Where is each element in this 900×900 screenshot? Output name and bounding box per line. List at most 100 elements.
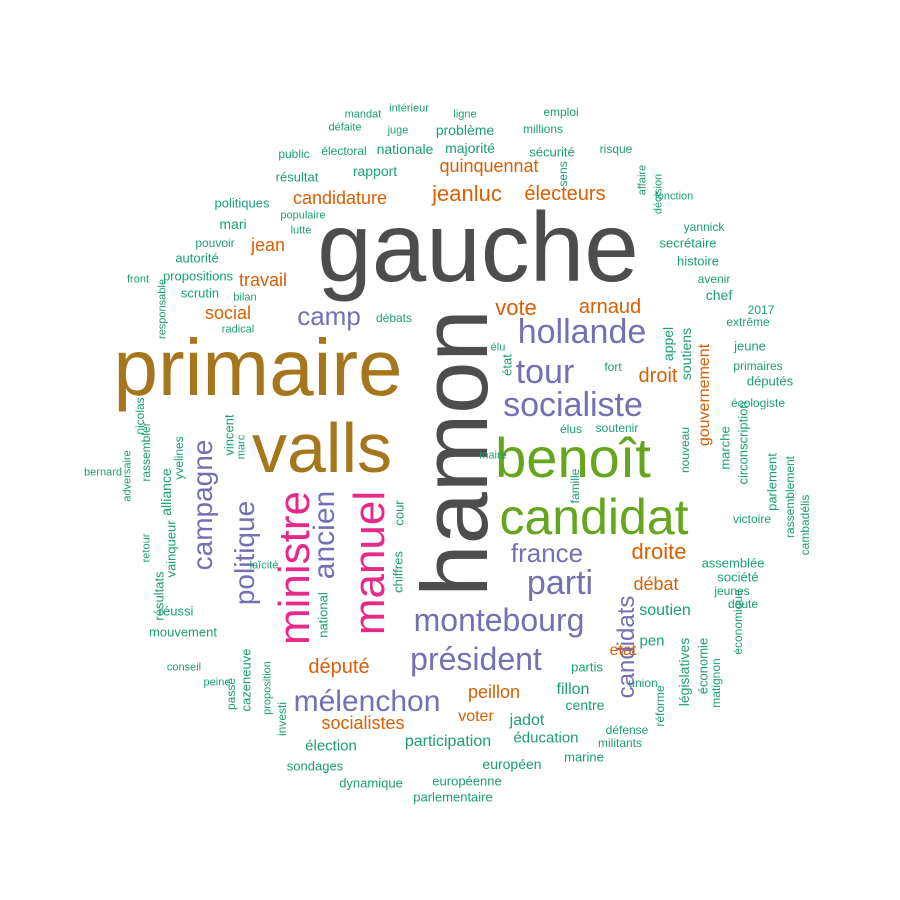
word-education: éducation: [513, 729, 579, 747]
word-president: président: [410, 641, 542, 677]
word-parlementaire: parlementaire: [413, 789, 493, 805]
word-union: union: [628, 676, 658, 690]
word-bilan: bilan: [233, 291, 257, 304]
word-secretaire: secrétaire: [659, 235, 717, 251]
word-cambadelis: cambadélis: [798, 494, 812, 556]
word-alliance: alliance: [158, 468, 174, 516]
word-dynamique: dynamique: [339, 775, 403, 791]
word-fort: fort: [604, 360, 622, 374]
word-jeunes: jeunes: [714, 584, 750, 598]
word-affaire: affaire: [636, 164, 649, 196]
word-electoral: électoral: [321, 144, 367, 158]
word-valls: valls: [251, 409, 393, 487]
word-millions: millions: [522, 122, 564, 136]
word-mandat: mandat: [344, 108, 382, 121]
word-partis: partis: [571, 659, 603, 675]
word-peine: peine: [203, 676, 231, 689]
word-conseil: conseil: [166, 661, 202, 674]
word-europeenne: européenne: [432, 773, 502, 789]
word-proposition: proposition: [261, 661, 274, 715]
word-voter: voter: [458, 708, 494, 725]
word-manuel: manuel: [345, 490, 394, 636]
word-defense: défense: [605, 723, 649, 737]
word-socialistes: socialistes: [321, 713, 405, 733]
word-militants: militants: [597, 736, 643, 750]
word-yannick: yannick: [683, 220, 725, 234]
word-jadot: jadot: [509, 712, 545, 729]
word-hollande: hollande: [517, 313, 647, 351]
word-sondages: sondages: [286, 758, 344, 774]
word-rassembler: rassembler: [139, 422, 153, 482]
word-extreme: extrême: [726, 315, 770, 329]
word-travail: travail: [238, 270, 288, 290]
word-majorite: majorité: [445, 140, 495, 156]
word-melenchon: mélenchon: [293, 685, 441, 718]
word-assemblee: assemblée: [701, 555, 765, 571]
word-cour: cour: [391, 500, 407, 526]
word-yvelines: yvelines: [172, 436, 186, 480]
word-droit: droit: [638, 365, 678, 387]
word-victoire: victoire: [732, 512, 772, 526]
word-campagne: campagne: [187, 439, 218, 571]
word-risque: risque: [599, 142, 633, 156]
word-radical: radical: [221, 323, 255, 336]
word-socialiste: socialiste: [503, 386, 643, 424]
word-fillon: fillon: [556, 681, 590, 698]
word-participation: participation: [404, 733, 492, 750]
word-jean: jean: [250, 235, 286, 255]
word-laicite: laïcité: [249, 559, 279, 572]
word-gouvernement: gouvernement: [696, 343, 713, 447]
word-droite: droite: [631, 539, 687, 564]
word-gauche: gauche: [317, 192, 639, 302]
word-jeanluc: jeanluc: [432, 181, 502, 206]
word-bernard: bernard: [84, 466, 122, 479]
word-ecologiste: écologiste: [730, 396, 786, 410]
word-soutien: soutien: [639, 602, 691, 619]
word-passe: passé: [224, 677, 238, 711]
word-pouvoir: pouvoir: [195, 236, 235, 250]
word-matignon: matignon: [709, 658, 723, 708]
word-propositions: propositions: [162, 268, 234, 284]
word-elu: élu: [490, 341, 506, 354]
word-debats: débats: [375, 311, 413, 325]
word-societe: société: [717, 569, 759, 585]
word-public: public: [278, 147, 310, 161]
word-marine: marine: [564, 749, 604, 765]
word-candidat: candidat: [499, 489, 689, 545]
word-camp: camp: [297, 301, 361, 331]
word-soutiens: soutiens: [678, 327, 694, 381]
word-circonscription: circonscription: [735, 401, 751, 485]
word-populaire: populaire: [280, 209, 326, 222]
word-elus: élus: [559, 422, 583, 436]
word-etat: état: [499, 354, 515, 376]
word-europeen: européen: [482, 756, 542, 772]
word-deputes: députés: [746, 373, 794, 389]
word-vainqueur: vainqueur: [163, 520, 179, 578]
word-histoire: histoire: [677, 253, 719, 269]
word-reforme: réforme: [653, 685, 667, 727]
word-maire: maire: [479, 449, 507, 462]
word-nouveau: nouveau: [678, 426, 692, 474]
word-centre: centre: [565, 697, 605, 713]
word-front: front: [126, 273, 150, 286]
word-defaite: défaite: [328, 121, 362, 134]
word-legislatives: législatives: [676, 637, 692, 707]
word-mouvement: mouvement: [149, 624, 217, 640]
word-pen: pen: [639, 632, 665, 650]
word-france: france: [510, 538, 584, 568]
word-decision: décision: [652, 173, 665, 215]
word-soutenir: soutenir: [595, 421, 639, 435]
word-reussi: réussi: [158, 603, 194, 619]
word-social: social: [204, 303, 252, 323]
word-fonction: fonction: [654, 190, 694, 203]
word-famille: famille: [568, 468, 582, 504]
word-doute: doute: [727, 597, 759, 611]
word-montebourg: montebourg: [413, 602, 585, 638]
word-emploi: emploi: [543, 105, 579, 119]
word-adversaire: adversaire: [121, 450, 134, 502]
word-2017: 2017: [747, 303, 775, 317]
word-ligne: ligne: [453, 108, 477, 121]
word-primaire: primaire: [113, 323, 403, 412]
word-scrutin: scrutin: [180, 285, 220, 301]
word-quinquennat: quinquennat: [439, 156, 539, 176]
